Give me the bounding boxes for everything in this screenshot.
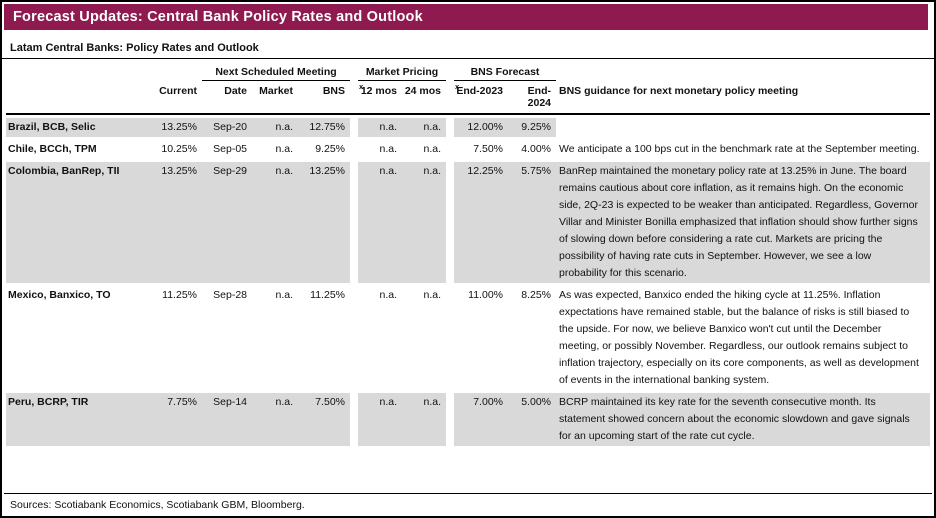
cell-date: Sep-28 — [213, 289, 247, 301]
col-current: Current — [159, 85, 197, 97]
cell-market: n.a. — [275, 143, 293, 155]
cell-current: 7.75% — [144, 393, 202, 446]
cell-bns: 13.25% — [298, 162, 350, 283]
group-next-scheduled-meeting: Next Scheduled Meeting — [202, 66, 350, 81]
column-gutter — [350, 118, 358, 137]
cell-current: 10.25% — [161, 143, 197, 155]
column-gutter — [350, 162, 358, 283]
row-label: Brazil, BCB, Selic — [6, 118, 144, 137]
spacer — [6, 66, 202, 81]
cell-end2024: 8.25% — [521, 289, 551, 301]
cell-date: Sep-29 — [202, 162, 252, 283]
cell-market: n.a. — [252, 162, 298, 283]
page-footer: Sources: Scotiabank Economics, Scotiaban… — [2, 493, 934, 511]
cell-24mos: n.a. — [402, 393, 446, 446]
cell-date: Sep-05 — [213, 143, 247, 155]
cell-12mos: n.a. — [379, 143, 397, 155]
column-gutter — [446, 140, 454, 159]
cell-guidance: We anticipate a 100 bps cut in the bench… — [559, 143, 920, 155]
row-label: Colombia, BanRep, TII — [6, 162, 144, 283]
column-gutter — [350, 140, 358, 159]
cell-bns: 7.50% — [298, 393, 350, 446]
cell-end2023: 12.00% — [454, 118, 508, 137]
cell-date: Sep-20 — [202, 118, 252, 137]
cell-market: n.a. — [252, 393, 298, 446]
cell-guidance: BanRep maintained the monetary policy ra… — [556, 162, 930, 283]
cell-bns: 12.75% — [298, 118, 350, 137]
row-label: Peru, BCRP, TIR — [6, 393, 144, 446]
column-gutter — [446, 286, 454, 390]
column-gutter — [350, 286, 358, 390]
row-label: Chile, BCCh, TPM — [8, 143, 97, 155]
column-gutter — [446, 85, 454, 109]
group-label: Market Pricing — [365, 66, 439, 78]
col-market: Market — [259, 85, 293, 97]
cell-12mos: n.a. — [358, 118, 402, 137]
cell-bns: 9.25% — [315, 143, 345, 155]
cell-end2024: 5.00% — [508, 393, 556, 446]
cell-market: n.a. — [252, 118, 298, 137]
cell-date: Sep-14 — [202, 393, 252, 446]
group-market-pricing: Market Pricing x — [358, 66, 446, 91]
col-end2024: End-2024 — [527, 85, 551, 109]
cell-guidance — [556, 118, 930, 137]
cell-24mos: n.a. — [402, 162, 446, 283]
column-gutter — [350, 66, 358, 81]
col-24mos: 24 mos — [404, 85, 441, 97]
column-gutter — [446, 393, 454, 446]
spacer — [556, 66, 930, 81]
column-gutter — [350, 85, 358, 109]
cell-guidance: As was expected, Banxico ended the hikin… — [559, 289, 919, 386]
cell-guidance: BCRP maintained its key rate for the sev… — [556, 393, 930, 446]
footnote-marker: x — [455, 82, 460, 91]
footnote-marker: x — [359, 82, 364, 91]
table-subtitle: Latam Central Banks: Policy Rates and Ou… — [10, 42, 259, 54]
cell-24mos: n.a. — [402, 118, 446, 137]
group-bns-forecast: BNS Forecast x — [454, 66, 556, 91]
table-column-header-row: Current Date Market BNS 12 mos 24 mos En… — [6, 85, 930, 115]
col-bns: BNS — [322, 85, 345, 97]
table-group-header-row: Next Scheduled Meeting Market Pricing x … — [6, 66, 930, 91]
row-label: Mexico, Banxico, TO — [8, 289, 111, 301]
cell-bns: 11.25% — [310, 289, 345, 301]
cell-12mos: n.a. — [379, 289, 397, 301]
col-guidance: BNS guidance for next monetary policy me… — [559, 85, 799, 97]
group-label: BNS Forecast — [470, 66, 540, 78]
column-gutter — [446, 118, 454, 137]
cell-end2023: 11.00% — [468, 289, 503, 301]
table-row: Mexico, Banxico, TO 11.25% Sep-28 n.a. 1… — [6, 286, 930, 390]
table-row: Brazil, BCB, Selic 13.25% Sep-20 n.a. 12… — [6, 118, 930, 137]
page-title: Forecast Updates: Central Bank Policy Ra… — [13, 9, 423, 25]
cell-end2023: 7.00% — [454, 393, 508, 446]
cell-end2023: 7.50% — [473, 143, 503, 155]
spacer — [6, 85, 144, 109]
title-bar: Forecast Updates: Central Bank Policy Ra… — [4, 4, 928, 30]
cell-end2024: 9.25% — [508, 118, 556, 137]
cell-12mos: n.a. — [358, 393, 402, 446]
cell-current: 11.25% — [162, 289, 197, 301]
column-gutter — [446, 66, 454, 81]
col-end2023: End-2023 — [456, 85, 503, 97]
cell-market: n.a. — [275, 289, 293, 301]
policy-rates-table: Next Scheduled Meeting Market Pricing x … — [6, 66, 930, 446]
table-row: Chile, BCCh, TPM 10.25% Sep-05 n.a. 9.25… — [6, 140, 930, 159]
cell-end2023: 12.25% — [454, 162, 508, 283]
table-row: Colombia, BanRep, TII 13.25% Sep-29 n.a.… — [6, 162, 930, 283]
col-date: Date — [224, 85, 247, 97]
cell-current: 13.25% — [144, 162, 202, 283]
cell-end2024: 5.75% — [508, 162, 556, 283]
table-row: Peru, BCRP, TIR 7.75% Sep-14 n.a. 7.50% … — [6, 393, 930, 446]
divider — [4, 493, 932, 494]
cell-24mos: n.a. — [423, 143, 441, 155]
column-gutter — [350, 393, 358, 446]
cell-current: 13.25% — [144, 118, 202, 137]
sources-note: Sources: Scotiabank Economics, Scotiaban… — [10, 499, 305, 511]
column-gutter — [446, 162, 454, 283]
cell-24mos: n.a. — [423, 289, 441, 301]
divider — [2, 58, 934, 59]
col-12mos: 12 mos — [360, 85, 397, 97]
cell-end2024: 4.00% — [521, 143, 551, 155]
cell-12mos: n.a. — [358, 162, 402, 283]
